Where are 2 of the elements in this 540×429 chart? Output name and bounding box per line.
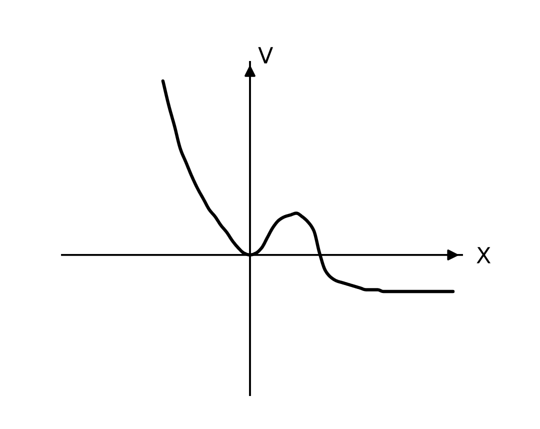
y-axis-title: V xyxy=(258,47,274,64)
x-axis-title: X xyxy=(476,247,491,264)
